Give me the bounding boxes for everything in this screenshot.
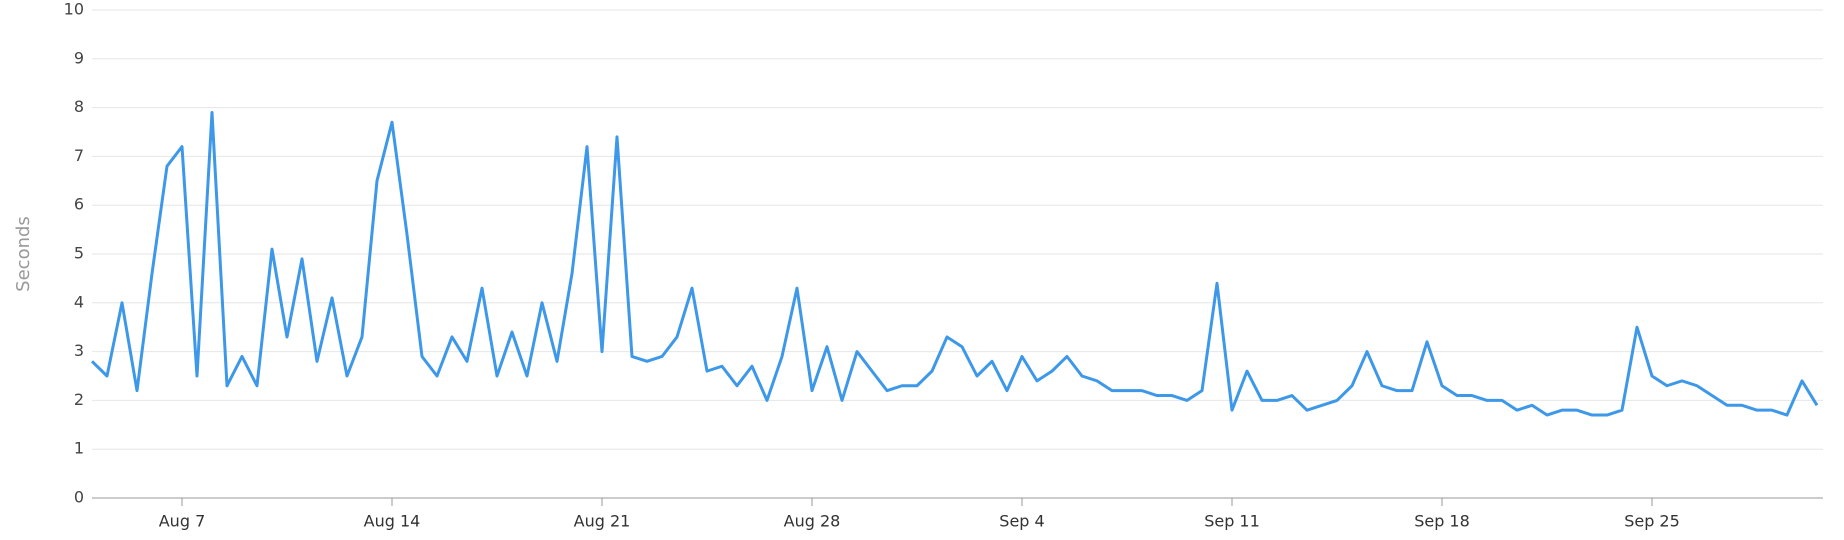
x-tick-label: Sep 11 [1204, 512, 1260, 531]
x-tick-label: Aug 14 [364, 512, 421, 531]
y-tick-label: 2 [74, 390, 84, 409]
y-tick-label: 8 [74, 97, 84, 116]
y-tick-label: 6 [74, 195, 84, 214]
x-tick-label: Sep 18 [1414, 512, 1470, 531]
y-tick-label: 10 [64, 0, 84, 19]
y-tick-label: 7 [74, 146, 84, 165]
x-tick-label: Sep 4 [999, 512, 1044, 531]
x-tick-label: Aug 28 [784, 512, 841, 531]
y-tick-label: 5 [74, 244, 84, 263]
x-tick-label: Aug 21 [574, 512, 631, 531]
data-line [90, 110, 1819, 417]
x-tick-label: Sep 25 [1624, 512, 1680, 531]
y-axis-label: Seconds [13, 216, 34, 292]
y-tick-label: 9 [74, 48, 84, 67]
y-tick-label: 0 [74, 488, 84, 507]
y-tick-label: 3 [74, 341, 84, 360]
y-tick-label: 4 [74, 292, 84, 311]
y-tick-label: 1 [74, 439, 84, 458]
x-tick-label: Aug 7 [159, 512, 206, 531]
